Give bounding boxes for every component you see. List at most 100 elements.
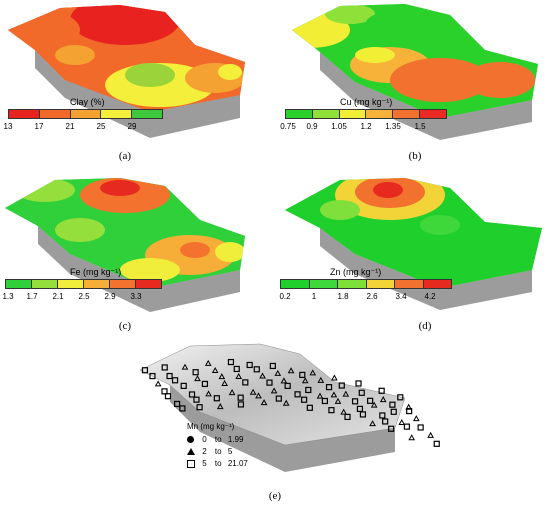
class-to-word: to [214,435,222,444]
panel-d: Zn (mg kg⁻¹) 0.2 1 1.8 2.6 3.4 4.2 (d) [279,170,550,340]
triangle-marker [211,367,219,374]
square-marker [355,380,362,387]
square-marker [351,398,359,405]
tick-label: 1.8 [337,292,349,301]
triangle-marker [398,419,406,426]
terrain-map-e [139,343,440,472]
square-marker [188,391,196,398]
colorbar-swatch [281,280,310,288]
square-marker [237,401,245,408]
square-marker [344,413,351,421]
tick-label: 0.9 [306,122,318,131]
square-marker [192,369,199,376]
triangle-marker [427,431,434,438]
square-marker [196,404,203,411]
colorbar-b [285,109,447,119]
square-marker [338,382,345,389]
triangle-icon [187,448,195,456]
triangle-marker [259,372,266,379]
class-to: 1.99 [227,435,244,444]
square-marker [233,365,240,373]
triangle-marker [331,374,338,381]
terrain-map-d [285,178,542,310]
square-marker [266,379,273,386]
colorbar-swatch [366,110,394,118]
triangle-marker [194,375,201,382]
legend-row-3: 5 to 21.07 [187,459,248,468]
panel-a: Clay (%) 13 17 21 25 29 (a) [0,0,270,170]
square-icon [187,459,195,468]
triangle-marker [216,403,224,410]
square-marker [141,367,149,374]
triangle-marker [340,408,348,415]
triangle-marker [280,377,288,384]
square-marker [378,387,385,394]
triangle-marker [205,390,212,397]
circle-icon [187,436,194,444]
square-marker [406,407,413,415]
caption-c: (c) [118,320,132,332]
square-marker [359,411,367,418]
panel-e: Mn (mg kg⁻¹) 0 to 1.99 2 to 5 5 to 21.07… [0,340,550,510]
triangle-marker [309,369,317,376]
colorbar-swatch [58,280,84,288]
square-marker [269,362,276,370]
tick-label: 2.1 [52,292,64,301]
class-to: 5 [227,447,233,456]
colorbar-swatch [420,110,446,118]
square-marker [306,404,313,411]
triangle-marker [181,363,189,370]
square-marker [325,384,333,391]
square-marker [301,396,308,403]
colorbar-swatch [312,110,340,118]
colorbar-swatch [338,280,367,288]
class-from: 2 [202,447,207,456]
triangle-marker [154,380,162,387]
colorbar-swatch [286,110,313,118]
triangle-marker [274,369,282,376]
legend-title-a: Clay (%) [70,97,105,107]
colorbar-swatch [32,280,58,288]
square-marker [433,440,440,447]
triangle-marker [235,372,243,380]
square-marker [389,401,396,408]
square-marker [166,372,173,380]
tick-label: 25 [96,122,106,131]
square-marker [403,423,411,430]
square-marker [179,405,186,412]
tick-label: 3.4 [395,292,407,301]
colorbar-swatch [366,280,395,288]
triangle-marker [408,434,416,441]
square-marker [161,364,168,371]
colorbar-d [280,279,452,289]
tick-label: 1.05 [331,122,347,131]
colorbar-swatch [84,280,110,288]
triangle-marker [379,396,387,403]
colorbar-swatch [393,110,421,118]
triangle-marker [370,401,378,408]
colorbar-c [5,279,162,289]
square-marker [213,395,220,402]
class-from: 5 [202,459,207,468]
square-marker [227,358,235,366]
triangle-marker [405,403,412,410]
square-marker [193,396,200,403]
tick-label: 0.2 [279,292,291,301]
legend-row-2: 2 to 5 [187,447,232,456]
triangle-marker [249,388,257,395]
square-marker [242,379,249,386]
colorbar-swatch [339,110,367,118]
square-marker [299,371,306,379]
triangle-marker [204,359,212,366]
caption-a: (a) [118,150,132,162]
terrain-map-c [5,178,245,312]
tick-label: 4.2 [424,292,436,301]
tick-label: 29 [127,122,137,131]
square-marker [390,408,397,415]
caption-b: (b) [408,150,422,162]
triangle-marker [270,387,278,394]
tick-label: 1.5 [414,122,426,131]
tick-label: 1 [311,292,317,301]
triangle-marker [287,367,295,374]
square-marker [358,389,365,396]
